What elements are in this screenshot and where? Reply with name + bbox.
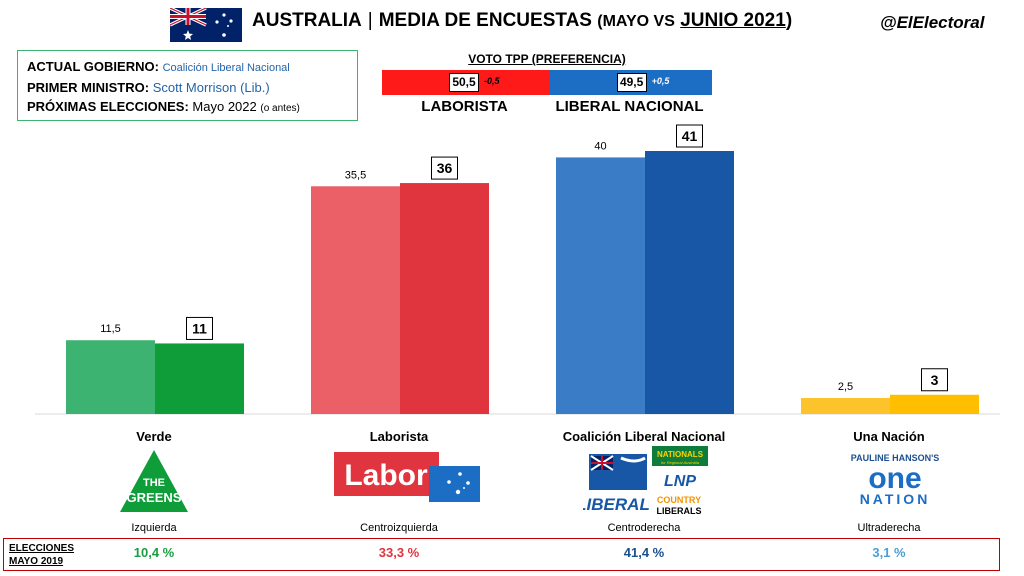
government-row: ACTUAL GOBIERNO: Coalición Liberal Nacio… <box>27 57 348 78</box>
data-label-may-2: 40 <box>594 140 606 152</box>
next-elections-row: PRÓXIMAS ELECCIONES: Mayo 2022 (o antes) <box>27 97 348 118</box>
nationals-logo-subtext: for Regional Australia <box>661 460 700 465</box>
title-compare-open: (MAYO VS <box>597 13 675 30</box>
category-label-coalicion: Coalición Liberal Nacional <box>562 429 726 444</box>
tpp-liberal-change: +0,5 <box>651 76 670 86</box>
data-label-box-june-1 <box>431 156 458 180</box>
author-handle: @ElElectoral <box>880 13 985 32</box>
bar-june-3 <box>890 394 979 414</box>
elections-2019-box <box>3 538 1000 571</box>
category-label-laborista: Laborista <box>369 429 429 444</box>
title-separator: | <box>367 10 373 31</box>
australia-flag-icon <box>170 8 242 42</box>
elections-2019-una-nacion: 3,1 % <box>872 545 906 560</box>
government-value: Coalición Liberal Nacional <box>162 62 290 74</box>
one-nation-logo-one: one <box>868 462 921 495</box>
data-label-box-june-2 <box>676 124 703 148</box>
elections-2019-label-line2: MAYO 2019 <box>9 556 64 567</box>
title-compare-close: ) <box>785 10 793 31</box>
next-elections-value: Mayo 2022 <box>192 99 257 114</box>
elections-2019-label-line1: ELECCIONES <box>9 543 75 554</box>
data-label-box-june-3 <box>921 368 948 392</box>
government-label: ACTUAL GOBIERNO: <box>27 59 159 74</box>
bar-may-1 <box>311 186 400 414</box>
labor-logo: Labor <box>334 452 480 502</box>
elections-2019-laborista: 33,3 % <box>378 545 420 560</box>
greens-logo: THE GREENS <box>120 450 188 512</box>
data-label-may-0: 11,5 <box>100 323 121 335</box>
country-liberals-text-1: COUNTRY <box>657 495 701 505</box>
elections-2019-label: ELECCIONES MAYO 2019 <box>9 542 74 568</box>
bar-june-0 <box>155 343 244 414</box>
next-elections-label: PRÓXIMAS ELECCIONES: <box>27 99 189 114</box>
ideology-una-nacion: Ultraderecha <box>857 522 921 534</box>
ideology-verde: Izquierda <box>131 522 177 534</box>
elections-2019-coalicion: 41,4 % <box>623 545 665 560</box>
tpp-title: VOTO TPP (PREFERENCIA) <box>468 52 626 66</box>
data-label-june-2: 41 <box>682 128 698 144</box>
ideology-laborista: Centroizquierda <box>360 522 438 534</box>
labor-logo-text: Labor <box>344 459 428 492</box>
tpp-laborista-name: LABORISTA <box>421 98 508 115</box>
prime-minister-row: PRIMER MINISTRO: Scott Morrison (Lib.) <box>27 78 348 97</box>
tpp-bar-laborista: 50,5 -0,5 <box>382 70 549 95</box>
bar-may-2 <box>556 157 645 415</box>
liberal-logo-text: LIBERAL <box>583 495 650 514</box>
data-label-may-1: 35,5 <box>345 169 366 181</box>
greens-logo-text-1: THE <box>143 477 165 489</box>
ideology-coalicion: Centroderecha <box>607 522 681 534</box>
lnp-logo-text: LNP <box>664 473 696 490</box>
chart-title: AUSTRALIA | MEDIA DE ENCUESTAS (MAYO VS JU… <box>252 10 792 32</box>
coalition-logos: LIBERAL NATIONALS for Regional Australia… <box>583 446 708 516</box>
one-nation-logo-nation: NATION <box>860 491 931 507</box>
data-label-june-1: 36 <box>437 160 453 176</box>
bar-may-0 <box>66 340 155 414</box>
title-country: AUSTRALIA <box>252 10 362 31</box>
elections-2019-verde: 10,4 % <box>133 545 175 560</box>
greens-logo-text-2: GREENS <box>127 490 182 505</box>
category-label-una-nacion: Una Nación <box>853 429 925 444</box>
tpp-laborista-change: -0,5 <box>484 76 500 86</box>
country-liberals-text-2: LIBERALS <box>657 506 702 516</box>
bar-may-3 <box>801 397 890 414</box>
one-nation-logo-pauline: PAULINE HANSON'S <box>851 453 939 463</box>
tpp-liberal-value: 49,5 <box>616 73 647 92</box>
nationals-logo-text: NATIONALS <box>657 450 704 459</box>
government-info-box: ACTUAL GOBIERNO: Coalición Liberal Nacio… <box>17 50 358 121</box>
data-label-june-3: 3 <box>931 372 939 388</box>
bar-june-1 <box>400 183 489 414</box>
next-elections-note: (o antes) <box>260 103 300 114</box>
category-label-verde: Verde <box>136 429 172 444</box>
one-nation-logo: PAULINE HANSON'S one NATION <box>851 453 939 507</box>
prime-minister-label: PRIMER MINISTRO: <box>27 80 150 95</box>
tpp-laborista-value: 50,5 <box>449 73 479 92</box>
tpp-bar: 50,5 -0,5 49,5 +0,5 <box>382 70 712 95</box>
prime-minister-value: Scott Morrison (Lib.) <box>152 80 270 95</box>
tpp-liberal-name: LIBERAL NACIONAL <box>555 98 704 115</box>
bar-june-2 <box>645 151 734 414</box>
title-subject: MEDIA DE ENCUESTAS <box>378 10 592 31</box>
data-label-box-june-0 <box>186 316 213 340</box>
data-label-may-3: 2,5 <box>838 381 853 393</box>
title-compare-month: JUNIO 2021 <box>680 10 786 31</box>
tpp-bar-liberal: 49,5 +0,5 <box>548 70 712 95</box>
data-label-june-0: 11 <box>192 320 207 336</box>
